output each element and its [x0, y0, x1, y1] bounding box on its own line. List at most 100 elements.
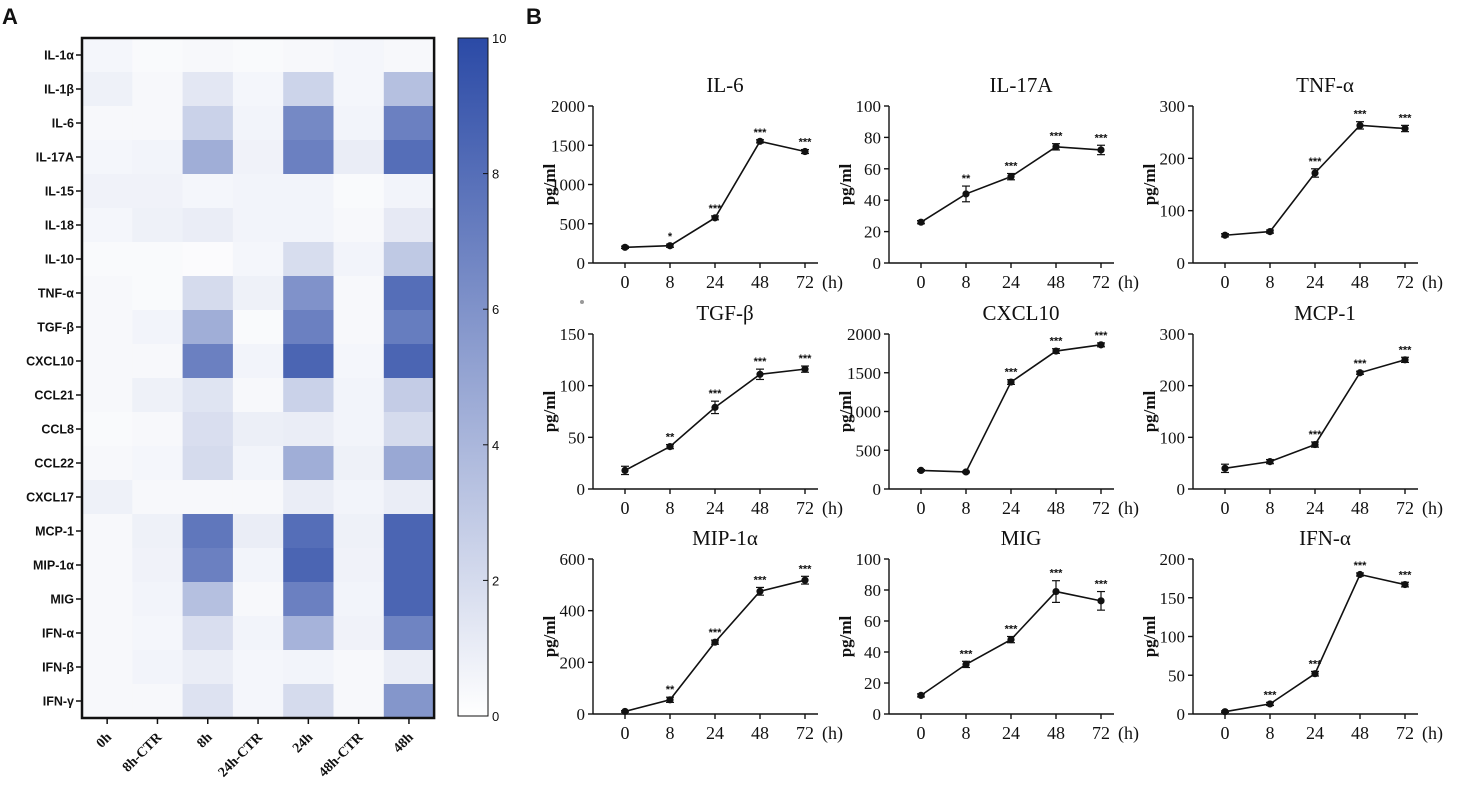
x-tick-label: 24 — [706, 272, 724, 292]
data-point — [917, 691, 925, 700]
significance-marker: *** — [799, 563, 813, 575]
x-tick-label: 24 — [706, 723, 724, 743]
heatmap-cell — [232, 480, 284, 515]
significance-marker: * — [668, 231, 673, 243]
heatmap-cell — [182, 344, 234, 379]
x-unit-label: (h) — [1422, 723, 1443, 744]
x-tick-label: 72 — [796, 272, 814, 292]
x-tick-label: 8 — [1266, 498, 1275, 518]
heatmap-cell — [232, 616, 284, 651]
data-point — [962, 660, 970, 669]
significance-marker: *** — [754, 574, 768, 586]
heatmap-cell — [383, 106, 435, 141]
heatmap-row-label: IFN-α — [42, 627, 74, 641]
heatmap-cell — [333, 38, 385, 73]
x-tick-label: 8 — [962, 498, 971, 518]
heatmap-cell — [283, 480, 335, 515]
y-axis-label: pg/ml — [540, 163, 559, 205]
x-tick-label: 24 — [1306, 272, 1324, 292]
x-unit-label: (h) — [1118, 272, 1139, 293]
heatmap-cell — [383, 684, 435, 719]
significance-marker: *** — [1309, 156, 1323, 168]
heatmap-row-label: MIP-1α — [33, 559, 74, 573]
heatmap-cell — [82, 412, 133, 447]
heatmap-cell — [232, 514, 284, 549]
heatmap-row-label: MIG — [50, 593, 74, 607]
heatmap-cell — [283, 106, 335, 141]
heatmap-cell — [182, 548, 234, 583]
y-tick-label: 0 — [1177, 705, 1186, 724]
heatmap-cell — [82, 208, 133, 243]
x-tick-label: 0 — [621, 498, 630, 518]
data-point — [711, 214, 719, 222]
heatmap-row-label: CCL8 — [41, 423, 74, 437]
heatmap-cell — [82, 650, 133, 685]
heatmap-cell — [132, 412, 184, 447]
line-chart-mcp-1: MCP-1 pg/ml 0 100 200 300 0 8 24 48 72 (h) *** *** *** — [1140, 301, 1443, 519]
heatmap-cell — [383, 582, 435, 617]
chart-title: CXCL10 — [982, 301, 1059, 325]
y-tick-label: 0 — [577, 480, 586, 499]
significance-marker: *** — [1005, 624, 1019, 636]
heatmap-row-label: CCL22 — [34, 457, 74, 471]
y-tick-label: 50 — [1168, 666, 1185, 685]
y-axis-label: pg/ml — [836, 390, 855, 432]
series-line — [624, 368, 806, 472]
heatmap-cell — [132, 616, 184, 651]
x-tick-label: 24 — [1306, 498, 1324, 518]
x-tick-label: 72 — [1396, 272, 1414, 292]
heatmap-cell — [82, 616, 133, 651]
heatmap-col-label: 48h — [391, 730, 417, 756]
heatmap-cell — [82, 38, 133, 73]
heatmap-cell — [182, 650, 234, 685]
data-point — [1097, 146, 1105, 154]
significance-marker: *** — [1095, 579, 1109, 591]
x-unit-label: (h) — [1422, 272, 1443, 293]
heatmap-cell — [333, 72, 385, 107]
data-point — [711, 638, 719, 646]
y-tick-label: 2000 — [551, 97, 585, 116]
data-point — [1221, 231, 1229, 239]
heatmap-row-label: TNF-α — [38, 287, 74, 301]
data-point — [1311, 440, 1319, 449]
data-point — [1007, 636, 1015, 644]
y-axis-label: pg/ml — [1140, 615, 1159, 657]
heatmap-cell — [232, 650, 284, 685]
x-tick-label: 48 — [751, 723, 769, 743]
y-axis-label: pg/ml — [1140, 390, 1159, 432]
y-tick-label: 40 — [864, 191, 881, 210]
heatmap-cell — [82, 276, 133, 311]
data-point — [621, 466, 629, 474]
y-tick-label: 20 — [864, 674, 881, 693]
heatmap-cell — [383, 344, 435, 379]
x-tick-label: 72 — [796, 723, 814, 743]
y-axis-label: pg/ml — [540, 615, 559, 657]
chart-title: MIP-1α — [692, 526, 758, 550]
heatmap-row-label: CCL21 — [34, 389, 74, 403]
heatmap-cell — [283, 582, 335, 617]
significance-marker: *** — [1050, 568, 1064, 580]
heatmap-panel: A IL-1α IL-1β IL-6 IL-17A IL-15 IL-18 IL-10 TNF-… — [2, 4, 506, 780]
data-point — [666, 242, 674, 250]
heatmap-cell — [82, 242, 133, 277]
line-chart-tnf-: TNF-α pg/ml 0 100 200 300 0 8 24 48 72 (h) *** *** *** — [1140, 73, 1443, 293]
heatmap-cell — [232, 72, 284, 107]
x-tick-label: 72 — [1396, 723, 1414, 743]
heatmap-cell — [132, 310, 184, 345]
heatmap-cell — [232, 310, 284, 345]
heatmap-cell — [182, 684, 234, 719]
heatmap-cell — [232, 208, 284, 243]
y-tick-label: 300 — [1160, 97, 1186, 116]
heatmap-cell — [132, 72, 184, 107]
data-point — [1266, 700, 1274, 708]
heatmap-cell — [333, 480, 385, 515]
y-tick-label: 0 — [577, 705, 586, 724]
heatmap-col-label: 8h — [195, 730, 216, 751]
heatmap-row-label: IL-1β — [44, 83, 74, 97]
heatmap-cell — [132, 242, 184, 277]
x-tick-label: 8 — [1266, 272, 1275, 292]
heatmap-cell — [383, 548, 435, 583]
heatmap-row-label: IL-18 — [45, 219, 74, 233]
